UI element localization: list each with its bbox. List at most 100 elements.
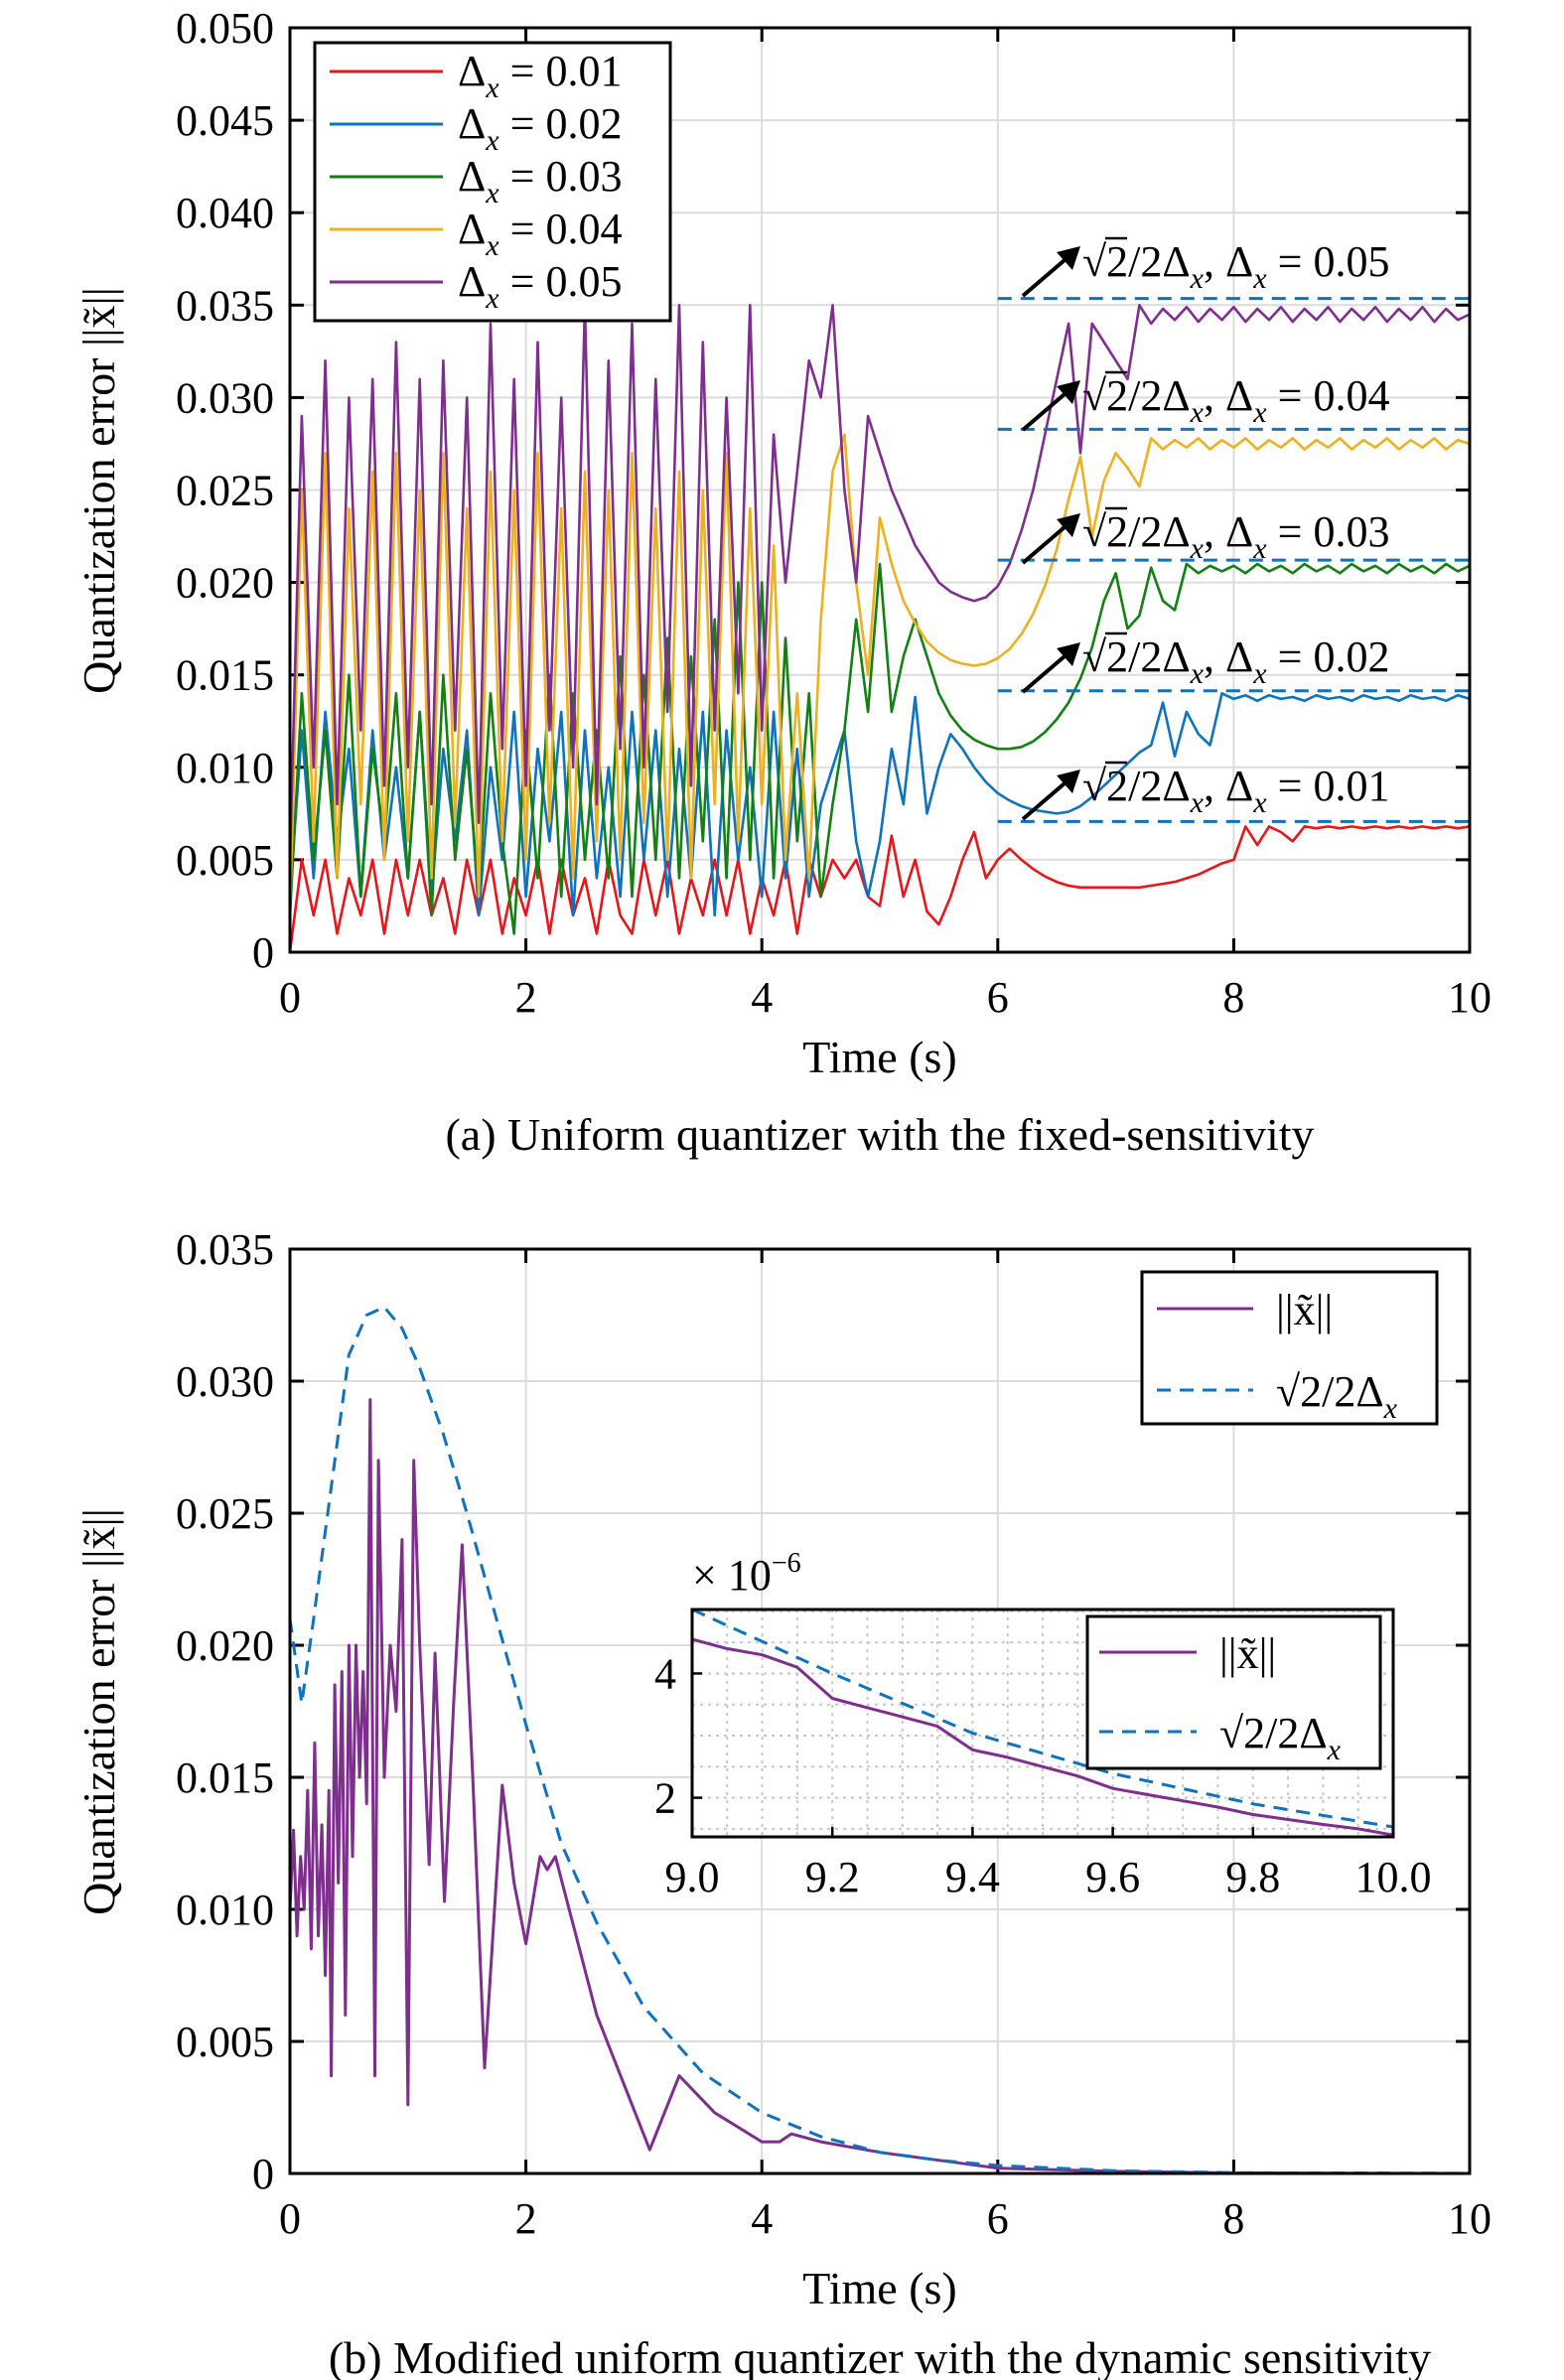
inset-chart: 9.0 9.2 9.4 9.6 9.8 10.0 2 4 × 10−6 ||x̃|| √2/2Δx (654, 1548, 1432, 1901)
subscript: x (1383, 1392, 1398, 1425)
label-part: = 0.04 (499, 205, 623, 253)
series-line-3 (290, 562, 1470, 935)
label-part: √2/2Δ (1082, 237, 1191, 286)
y-tick-label: 0.050 (176, 4, 274, 53)
label-part: , Δ (1204, 762, 1253, 810)
subscript: x (1190, 262, 1205, 295)
x-tick-label: 2 (515, 2194, 537, 2243)
caption: (b) Modified uniform quantizer with the … (329, 2332, 1431, 2380)
x-tick-label: 4 (751, 973, 773, 1022)
subscript: x (485, 71, 499, 104)
inset-exponent-label: × 10−6 (692, 1548, 801, 1600)
legend-label: Δx = 0.05 (458, 257, 622, 315)
series-line-5 (290, 304, 1470, 860)
legend-box (1140, 1270, 1439, 1426)
y-tick-label: 0 (252, 2150, 274, 2198)
inset-series-line-2 (691, 1608, 1394, 1829)
label-part: √2/2Δ (1082, 632, 1191, 681)
label-part: √2/2Δ (1219, 1709, 1328, 1757)
label-part: , Δ (1204, 632, 1253, 681)
inset-x-tick-label: 9.4 (945, 1853, 1000, 1901)
label-part: = 0.02 (499, 99, 623, 148)
axes-frame (288, 26, 1472, 954)
y-tick-label: 0.005 (176, 836, 274, 885)
label-part: , Δ (1204, 507, 1253, 556)
axes-frame (288, 1247, 1472, 2175)
y-tick-label: 0.045 (176, 96, 274, 145)
subscript: x (485, 229, 499, 262)
label-part: = 0.04 (1267, 371, 1390, 420)
y-tick-label: 0.025 (176, 467, 274, 515)
inset-x-tick-label: 9.0 (665, 1853, 720, 1901)
series-line-2 (288, 1306, 1471, 2175)
arrow-line (1021, 392, 1066, 432)
legend-label: ||x̃|| (1276, 1286, 1333, 1334)
y-axis-label: Quantization error ||x̃|| (73, 287, 124, 694)
legend-box (313, 41, 672, 323)
label-part: Δ (458, 205, 486, 253)
subscript: x (1252, 262, 1267, 295)
legend-label: ||x̃|| (1219, 1629, 1276, 1678)
legend-label: Δx = 0.04 (458, 205, 622, 262)
subscript: x (485, 177, 499, 210)
label-part: , Δ (1204, 237, 1253, 286)
subscript: x (1190, 396, 1205, 429)
y-tick-label: 0.020 (176, 559, 274, 608)
inset-series-line-1 (691, 1637, 1394, 1837)
series-line-2 (290, 692, 1470, 917)
y-tick-label: 0.005 (176, 2018, 274, 2066)
subscript: x (1190, 786, 1205, 819)
arrow-head-icon (1057, 642, 1080, 666)
subscript: x (1327, 1734, 1342, 1766)
x-tick-label: 10 (1448, 2194, 1492, 2243)
label-part: = 0.03 (1267, 507, 1390, 556)
inset-x-tick-label: 9.6 (1085, 1853, 1140, 1901)
annotation-label: √2/2Δx, Δx = 0.01 (1082, 762, 1389, 819)
chart-a: 0 2 4 6 8 10 0 0.005 0.010 0.015 0.020 0.025 0.030 0.… (73, 4, 1492, 1160)
y-tick-label: 0.010 (176, 744, 274, 792)
y-tick-label: 0.030 (176, 373, 274, 422)
y-tick-label: 0.040 (176, 189, 274, 237)
label-part: Δ (458, 99, 486, 148)
subscript: x (1190, 657, 1205, 690)
subscript: x (1252, 657, 1267, 690)
label-part: = 0.02 (1267, 632, 1390, 681)
series-line-1 (290, 825, 1470, 952)
label-part: ||x̃|| (1276, 1286, 1333, 1334)
annotation-label: √2/2Δx, Δx = 0.03 (1082, 507, 1389, 565)
series-line-1 (288, 1398, 1471, 2175)
x-axis-label: Time (s) (802, 2263, 957, 2313)
inset-y-tick-label: 2 (654, 1774, 676, 1823)
x-tick-label: 8 (1222, 973, 1244, 1022)
label-part: √2/2Δ (1082, 371, 1191, 420)
legend-label: √2/2Δx (1276, 1367, 1398, 1425)
x-tick-label: 0 (279, 2194, 301, 2243)
legend-label: √2/2Δx (1219, 1709, 1342, 1766)
y-tick-label: 0.035 (176, 1225, 274, 1274)
x-tick-label: 2 (515, 973, 537, 1022)
y-tick-label: 0 (252, 928, 274, 977)
x-tick-label: 0 (279, 973, 301, 1022)
subscript: x (1252, 532, 1267, 565)
y-tick-label: 0.030 (176, 1357, 274, 1406)
y-tick-label: 0.020 (176, 1621, 274, 1670)
y-tick-label: 0.035 (176, 281, 274, 330)
label-part: = 0.03 (499, 152, 623, 201)
label-part: √2/2Δ (1082, 507, 1191, 556)
arrow-line (1021, 654, 1066, 694)
subscript: x (1252, 786, 1267, 819)
legend-box (1085, 1614, 1382, 1770)
subscript: x (1252, 396, 1267, 429)
x-tick-label: 8 (1222, 2194, 1244, 2243)
label-part: Δ (458, 152, 486, 201)
y-tick-label: 0.015 (176, 651, 274, 700)
x-tick-label: 6 (987, 973, 1009, 1022)
annotation-label: √2/2Δx, Δx = 0.05 (1082, 237, 1389, 295)
label-part: √2/2Δ (1082, 762, 1191, 810)
label-part: Δ (458, 47, 486, 95)
annotation-label: √2/2Δx, Δx = 0.02 (1082, 632, 1389, 690)
plot-area (290, 304, 1470, 952)
inset-y-tick-label: 4 (654, 1649, 676, 1698)
